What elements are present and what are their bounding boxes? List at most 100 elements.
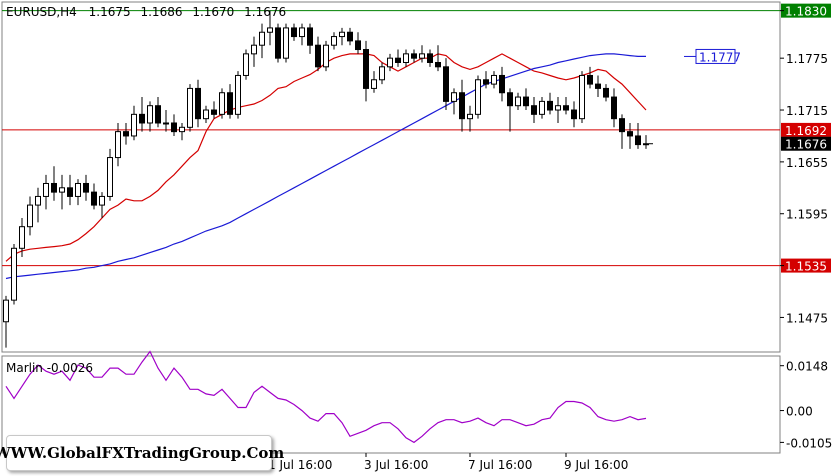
candle (171, 114, 177, 136)
candle (499, 66, 505, 102)
candle-body (3, 299, 9, 323)
candle-body (195, 87, 201, 120)
candle (419, 45, 425, 63)
candle (603, 84, 609, 102)
candle (483, 71, 489, 89)
candle-body (75, 182, 81, 197)
candle (411, 49, 417, 63)
candle (195, 79, 201, 128)
candle-body (563, 105, 569, 111)
marlin-line (5, 350, 647, 444)
candle-body (531, 105, 537, 115)
candle-body (203, 109, 209, 120)
candle (347, 27, 353, 46)
candle (475, 75, 481, 119)
candle-body (315, 44, 321, 68)
candle (187, 84, 193, 132)
level-label-1: 1.1692 (785, 124, 827, 138)
open-value: 1.1675 (89, 5, 131, 19)
candle-body (467, 113, 473, 120)
price-tick-label: 1.1475 (786, 311, 828, 325)
candle-body (371, 79, 377, 89)
candle-body (355, 40, 361, 51)
candle (427, 49, 433, 67)
candle (115, 122, 121, 167)
candle-body (91, 191, 97, 206)
candle-body (419, 53, 425, 59)
candle-body (179, 126, 185, 133)
candle-body (19, 226, 25, 249)
candle (147, 101, 153, 132)
candle (59, 174, 65, 210)
candle (563, 97, 569, 115)
ma-slow-line (5, 53, 646, 280)
candle-body (123, 131, 129, 137)
candle (267, 10, 273, 46)
candle-body (507, 92, 513, 107)
candle-body (603, 87, 609, 98)
candle (67, 174, 73, 206)
candle (243, 49, 249, 80)
candle-body (251, 44, 257, 55)
candle-body (363, 49, 369, 89)
price-tick-label: 1.1715 (786, 104, 828, 118)
candle (11, 243, 17, 305)
candle (235, 71, 241, 119)
candle (155, 97, 161, 128)
candle (219, 88, 225, 119)
candle-body (483, 79, 489, 85)
close-value: 1.1676 (244, 5, 286, 19)
candle (627, 122, 633, 149)
candle (379, 62, 385, 85)
candle (515, 92, 521, 111)
candle-body (475, 79, 481, 115)
candle-body (627, 131, 633, 137)
candle (299, 23, 305, 46)
candle-body (163, 122, 169, 125)
price-tick-label: 1.1595 (786, 208, 828, 222)
candle-body (323, 44, 329, 68)
candle-body (579, 74, 585, 120)
price-tick-label: 1.1655 (786, 156, 828, 170)
time-tick-label: 3 Jul 16:00 (364, 458, 428, 472)
candle-body (299, 27, 305, 38)
high-value: 1.1686 (140, 5, 182, 19)
candle (555, 97, 561, 123)
candle-body (555, 105, 561, 111)
candle-body (611, 96, 617, 120)
candle-body (387, 57, 393, 68)
indicator-label: Marlin -0.0026 (6, 361, 93, 375)
candle-body (635, 135, 641, 146)
candle (251, 36, 257, 67)
current-price-bg (781, 136, 831, 151)
candle-body (235, 74, 241, 115)
candle (179, 122, 185, 141)
candle (283, 23, 289, 63)
candle (259, 23, 265, 59)
candle (595, 75, 601, 98)
candle (339, 27, 345, 46)
candle-body (331, 36, 337, 46)
current-price-label: 1.1676 (785, 138, 827, 152)
candle (99, 192, 105, 219)
candle (371, 71, 377, 93)
symbol-label: EURUSD,H4 (6, 5, 77, 19)
candle-body (539, 100, 545, 115)
candle-body (259, 31, 265, 46)
candle (227, 84, 233, 119)
candle (403, 49, 409, 67)
candle (35, 187, 41, 223)
candle-body (347, 31, 353, 42)
candle-body (115, 131, 121, 159)
time-tick-label: 7 Jul 16:00 (468, 458, 532, 472)
candle (491, 71, 497, 89)
candle-body (51, 182, 57, 193)
candle (547, 92, 553, 115)
candle-body (187, 87, 193, 128)
candle (539, 97, 545, 119)
candle (211, 101, 217, 119)
candle (3, 295, 9, 348)
candle-body (499, 74, 505, 94)
candle (619, 114, 625, 149)
